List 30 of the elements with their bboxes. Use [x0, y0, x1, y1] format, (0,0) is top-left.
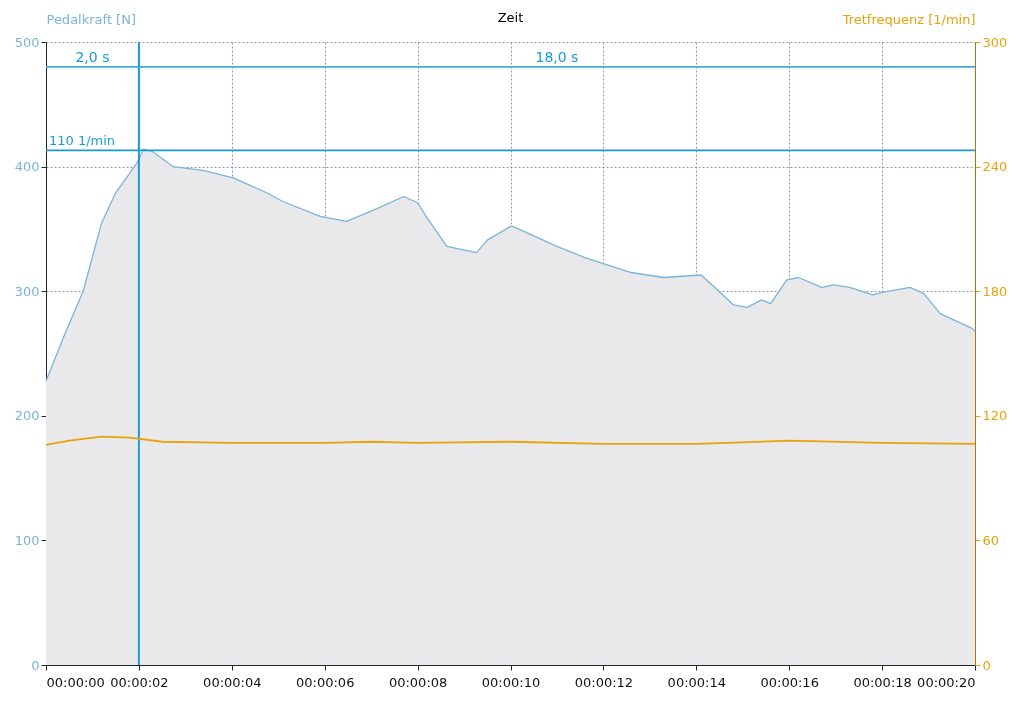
- annotation: 2,0 s: [75, 48, 110, 65]
- chart-title: Zeit: [497, 10, 524, 25]
- y2-tick-label: 180: [982, 283, 1008, 299]
- x-tick-label: 00:00:10: [481, 674, 541, 690]
- x-tick-label: 00:00:08: [388, 674, 448, 690]
- y2-axis-title: Tretfrequenz [1/min]: [841, 11, 976, 27]
- x-tick-label: 00:00:18: [853, 674, 912, 690]
- line-series: [45, 435, 976, 446]
- y2-tick-label: 120: [982, 408, 1008, 424]
- x-tick-label: 00:00:20: [917, 674, 976, 690]
- y-tick-label: 400: [14, 159, 40, 175]
- x-tick-label: 00:00:06: [296, 674, 355, 690]
- x-tick-label: 00:00:00: [46, 674, 105, 690]
- y2-tick-label: 0: [982, 657, 991, 673]
- x-tick-label: 00:00:04: [203, 674, 262, 690]
- ref-line-label: 110 1/min: [49, 133, 116, 149]
- y-tick-label: 200: [14, 408, 40, 424]
- x-tick-label: 00:00:02: [110, 674, 169, 690]
- y2-tick-label: 240: [982, 159, 1008, 175]
- x-tick-label: 00:00:14: [667, 674, 726, 690]
- y2-tick-label: 300: [982, 34, 1008, 50]
- annotation: 18,0 s: [535, 48, 579, 65]
- y2-tick-label: 60: [982, 532, 1000, 548]
- y-tick-label: 0: [31, 657, 40, 673]
- y-tick-label: 100: [14, 532, 40, 548]
- y-axis-title: Pedalkraft [N]: [46, 11, 136, 27]
- x-tick-label: 00:00:12: [574, 674, 634, 690]
- x-tick-label: 00:00:16: [760, 674, 819, 690]
- y-tick-label: 300: [14, 283, 40, 299]
- y-tick-label: 500: [14, 34, 40, 50]
